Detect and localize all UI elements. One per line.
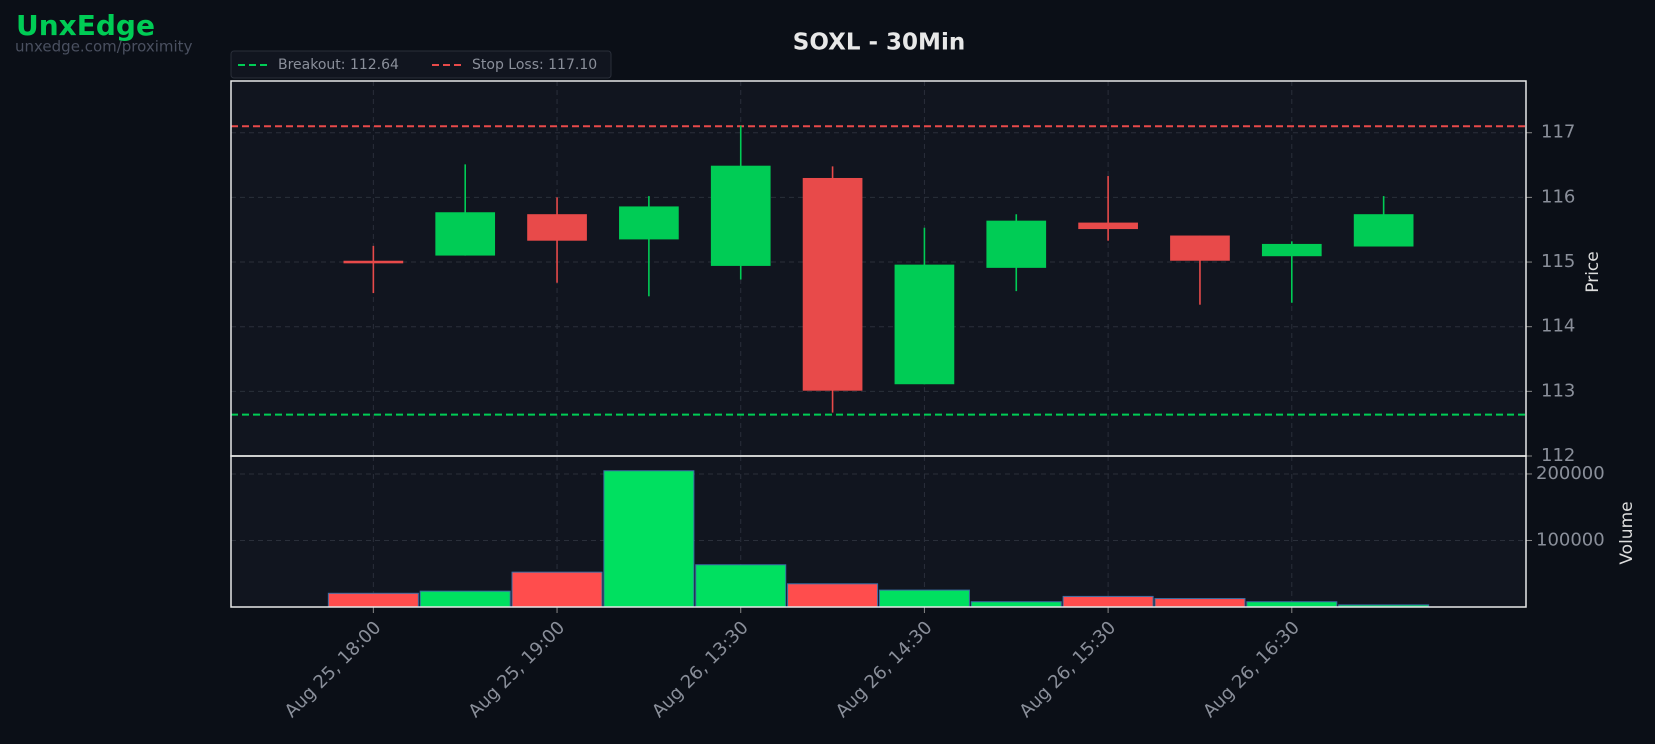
price-panel [231, 81, 1526, 456]
candle-body [343, 260, 404, 264]
volume-bar [419, 590, 511, 608]
y-tick-label: 114 [1541, 316, 1575, 337]
volume-bar [603, 470, 695, 608]
y-tick-label: 113 [1541, 380, 1575, 401]
candle-body [986, 220, 1047, 268]
candle-body [1078, 222, 1138, 230]
y-tick-label: 200000 [1536, 463, 1605, 484]
candle-body [1261, 243, 1322, 257]
volume-frame [230, 455, 1527, 608]
y-tick-label: 115 [1541, 251, 1575, 272]
candle-body [1170, 235, 1230, 261]
candle-body [435, 212, 496, 256]
brand-url: unxedge.com/proximity [15, 38, 193, 56]
y-axis-label: Price [1583, 251, 1603, 292]
volume-bar [970, 601, 1062, 608]
volume-bar [787, 583, 879, 608]
chart-title: SOXL - 30Min [793, 30, 965, 56]
volume-bar [695, 564, 787, 608]
candle-body [527, 214, 587, 241]
legend-label: Stop Loss: 117.10 [472, 57, 597, 73]
candle-body [710, 165, 771, 266]
y-tick-label: 117 [1541, 122, 1575, 143]
volume-bar [1062, 595, 1154, 608]
volume-bar [1154, 598, 1246, 608]
volume-bar [878, 589, 970, 608]
volume-bar [1246, 601, 1338, 608]
legend-label: Breakout: 112.64 [278, 57, 399, 73]
volume-panel [231, 456, 1526, 607]
y-tick-label: 100000 [1536, 529, 1605, 550]
candle-body [894, 264, 955, 385]
x-tick-label: Aug 25, 19:00 [464, 617, 569, 722]
x-tick-label: Aug 26, 16:30 [1199, 617, 1304, 722]
volume-axis-label: Volume [1617, 501, 1637, 564]
x-tick-label: Aug 26, 14:30 [832, 617, 937, 722]
volume-bar [511, 571, 603, 608]
candle-body [802, 177, 863, 391]
y-tick-label: 116 [1541, 186, 1575, 207]
candle-body [619, 206, 679, 240]
x-tick-label: Aug 26, 13:30 [648, 617, 753, 722]
legend [230, 50, 612, 79]
brand-name: UnxEdge [16, 9, 155, 42]
x-tick-label: Aug 25, 18:00 [281, 617, 386, 722]
volume-bar [327, 592, 419, 608]
x-tick-label: Aug 26, 15:30 [1015, 617, 1120, 722]
y-tick-label: 112 [1541, 445, 1575, 466]
candle-body [1353, 214, 1414, 247]
